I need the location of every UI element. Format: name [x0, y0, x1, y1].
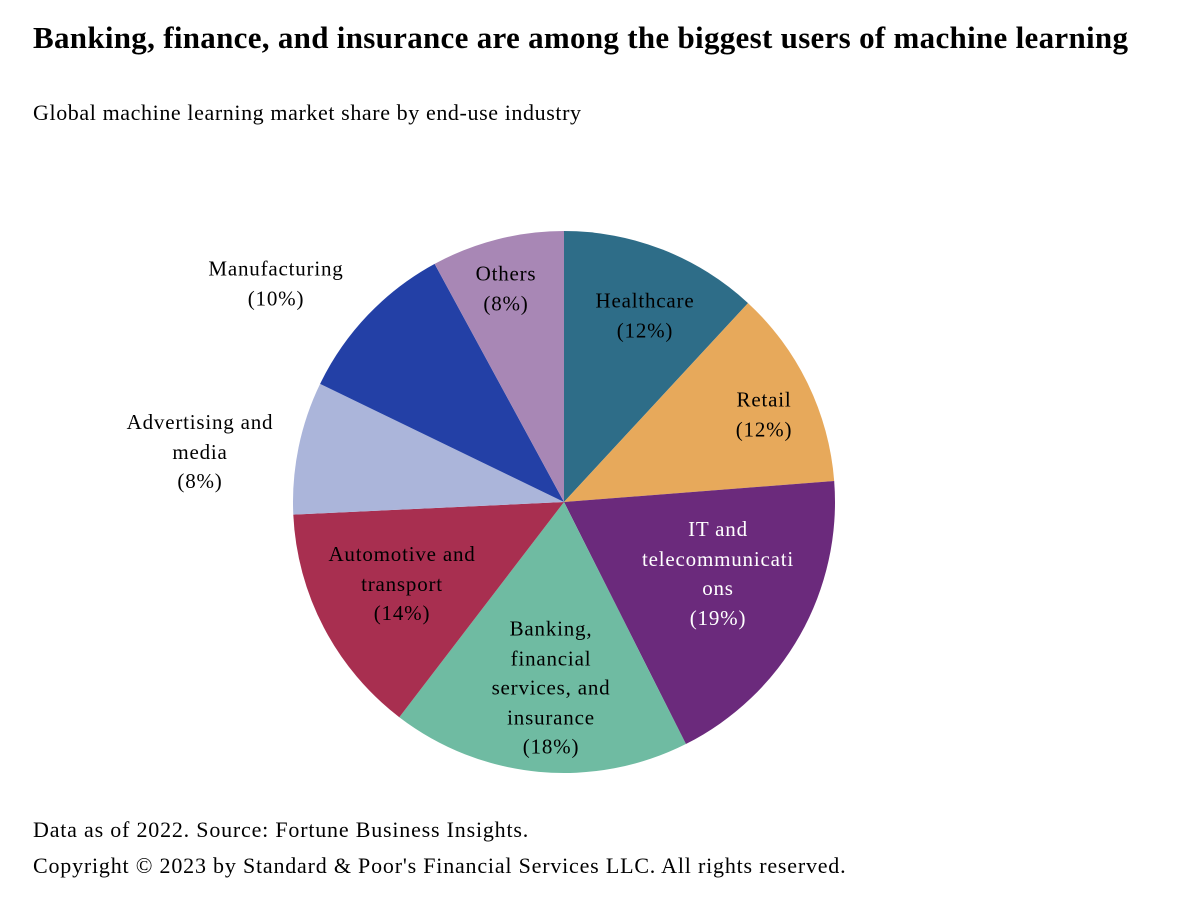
copyright-note: Copyright © 2023 by Standard & Poor's Fi… [33, 853, 847, 878]
pie-slice-healthcare [564, 231, 749, 502]
chart-subtitle: Global machine learning market share by … [33, 100, 582, 125]
slice-label-value: (8%) [177, 468, 223, 493]
slice-label-name: Others [475, 261, 537, 286]
slice-label-value: (14%) [373, 600, 431, 625]
slice-label-value: (19%) [689, 605, 747, 630]
slice-label-name: Healthcare [595, 288, 695, 313]
slice-label-name: Banking, financial services, and insurance [491, 616, 611, 729]
slice-label: Retail (12%) [736, 386, 792, 445]
pie-slice-others [434, 231, 564, 502]
slice-label: Manufacturing (10%) [208, 255, 343, 314]
slice-label: IT and telecommunicati ons (19%) [642, 515, 794, 633]
slice-label: Others (8%) [476, 260, 537, 319]
slice-label-value: (12%) [735, 417, 793, 441]
slice-label-value: (10%) [247, 286, 305, 310]
chart-title: Banking, finance, and insurance are amon… [33, 20, 1129, 55]
slice-label: Banking, financial services, and insurance (… [492, 614, 611, 762]
slice-label-value: (8%) [483, 291, 529, 315]
slice-label-name: Retail [736, 387, 792, 412]
pie-slice-automotive-and-transport [293, 502, 564, 718]
slice-label-name: Advertising and media [126, 409, 274, 464]
pie-slice-retail [564, 303, 835, 502]
pie-slice-banking-financial-services-and-insurance [399, 502, 686, 773]
slice-label: Automotive and transport (14%) [328, 540, 475, 629]
pie-slice-manufacturing [320, 263, 564, 502]
pie-slice-advertising-and-media [292, 383, 564, 515]
slice-label: Healthcare (12%) [596, 287, 695, 346]
slice-label-name: Automotive and transport [328, 541, 476, 596]
slice-label-value: (18%) [522, 734, 580, 759]
source-note: Data as of 2022. Source: Fortune Busines… [33, 817, 530, 842]
slice-label-name: Manufacturing [208, 256, 344, 281]
slice-label-name: IT and telecommunicati ons [642, 517, 794, 600]
pie-slice-it-and-telecommunications [564, 480, 835, 745]
slice-label: Advertising and media (8%) [127, 408, 274, 497]
slice-label-value: (12%) [616, 318, 674, 342]
